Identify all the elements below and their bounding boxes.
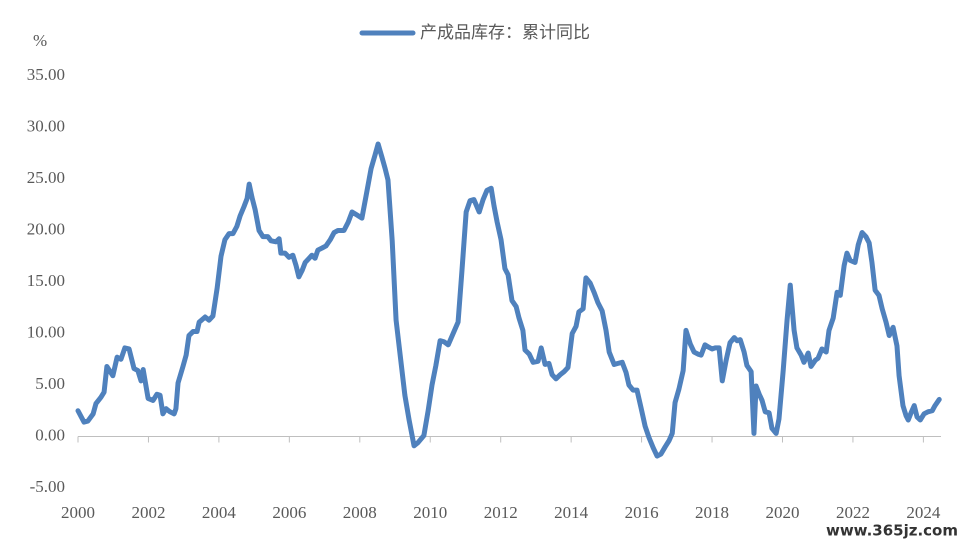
x-tick-label: 2020 [765, 503, 799, 522]
y-tick-label: 30.00 [27, 116, 65, 135]
y-tick-label: 15.00 [27, 271, 65, 290]
x-tick-label: 2024 [906, 503, 941, 522]
x-tick-label: 2004 [202, 503, 237, 522]
y-tick-label: 10.00 [27, 322, 65, 341]
watermark: www.365jz.com [826, 522, 958, 540]
x-tick-label: 2018 [695, 503, 729, 522]
y-tick-label: 20.00 [27, 219, 65, 238]
x-tick-label: 2022 [836, 503, 870, 522]
x-tick-label: 2008 [343, 503, 377, 522]
y-tick-label: 0.00 [35, 425, 65, 444]
x-tick-label: 2010 [413, 503, 447, 522]
x-tick-label: 2000 [61, 503, 95, 522]
y-unit: % [33, 31, 47, 50]
y-tick-label: -5.00 [30, 477, 65, 496]
x-tick-label: 2012 [484, 503, 518, 522]
x-tick-label: 2014 [554, 503, 589, 522]
x-tick-label: 2006 [272, 503, 306, 522]
series-line [75, 141, 942, 459]
x-tick-label: 2016 [625, 503, 659, 522]
legend-label: 产成品库存：累计同比 [420, 23, 590, 42]
x-tick-label: 2002 [131, 503, 165, 522]
y-tick-label: 35.00 [27, 65, 65, 84]
y-tick-label: 5.00 [35, 374, 65, 393]
y-tick-label: 25.00 [27, 168, 65, 187]
